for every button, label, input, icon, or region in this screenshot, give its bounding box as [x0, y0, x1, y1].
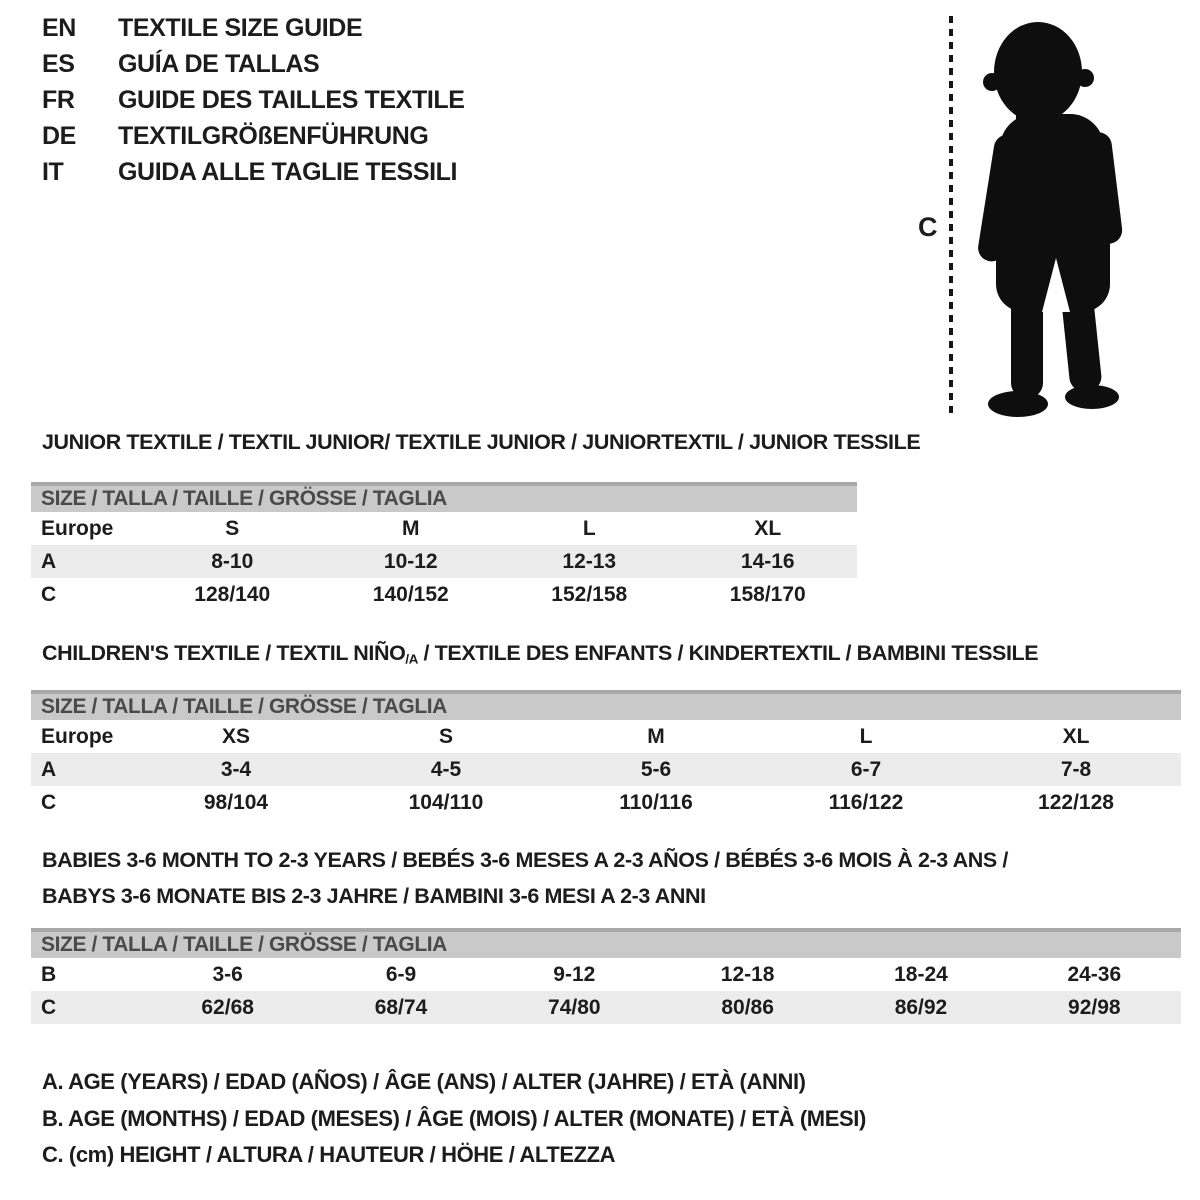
- language-code: IT: [42, 157, 64, 186]
- table-header-row: Europe XS S M L XL: [31, 720, 1181, 753]
- language-title: GUÍA DE TALLAS: [118, 49, 320, 78]
- language-code: EN: [42, 13, 76, 42]
- language-code: DE: [42, 121, 76, 150]
- size-band: SIZE / TALLA / TAILLE / GRÖSSE / TAGLIA: [31, 690, 1181, 720]
- cell: 14-16: [740, 549, 795, 573]
- cell: 4-5: [430, 757, 462, 781]
- column-header: XS: [221, 724, 250, 748]
- column-header: XL: [1062, 724, 1090, 748]
- size-band-label: SIZE / TALLA / TAILLE / GRÖSSE / TAGLIA: [41, 933, 447, 956]
- size-band: SIZE / TALLA / TAILLE / GRÖSSE / TAGLIA: [31, 482, 857, 512]
- language-title-block: EN TEXTILE SIZE GUIDE ES GUÍA DE TALLAS …: [42, 10, 465, 190]
- language-title: GUIDE DES TAILLES TEXTILE: [118, 85, 465, 114]
- cell: 12-13: [562, 549, 617, 573]
- column-header: M: [647, 724, 665, 748]
- cell: 8-10: [211, 549, 254, 573]
- cell: 152/158: [551, 582, 628, 606]
- table-header-row: Europe S M L XL: [31, 512, 857, 545]
- cell: 12-18: [720, 962, 775, 986]
- babies-section-heading: BABIES 3-6 MONTH TO 2-3 YEARS / BEBÉS 3-…: [42, 842, 1008, 914]
- legend-height-cm: C. (cm) HEIGHT / ALTURA / HAUTEUR / HÖHE…: [42, 1142, 616, 1167]
- column-header: L: [859, 724, 873, 748]
- cell: 9-12: [553, 962, 596, 986]
- column-header: S: [438, 724, 453, 748]
- size-band: SIZE / TALLA / TAILLE / GRÖSSE / TAGLIA: [31, 928, 1181, 958]
- row-label: B: [41, 962, 57, 986]
- row-label: C: [41, 790, 57, 814]
- language-code: FR: [42, 85, 75, 114]
- table-row-age: A 3-4 4-5 5-6 6-7 7-8: [31, 753, 1181, 786]
- cell: 128/140: [194, 582, 271, 606]
- row-label: C: [41, 995, 57, 1019]
- babies-heading-line2: BABYS 3-6 MONATE BIS 2-3 JAHRE / BAMBINI…: [42, 884, 706, 908]
- language-row: ES GUÍA DE TALLAS: [42, 46, 465, 82]
- table-row-age-months: B 3-6 6-9 9-12 12-18 18-24 24-36: [31, 958, 1181, 991]
- table-row-height: C 128/140 140/152 152/158 158/170: [31, 578, 857, 611]
- language-row: DE TEXTILGRÖßENFÜHRUNG: [42, 118, 465, 154]
- cell: 6-7: [850, 757, 882, 781]
- legend-age-years: A. AGE (YEARS) / EDAD (AÑOS) / ÂGE (ANS)…: [42, 1069, 806, 1094]
- cell: 74/80: [548, 995, 601, 1019]
- language-title: TEXTILE SIZE GUIDE: [118, 13, 363, 42]
- language-row: IT GUIDA ALLE TAGLIE TESSILI: [42, 154, 465, 190]
- row-label: Europe: [41, 516, 114, 540]
- height-dashed-line: [949, 16, 953, 416]
- baby-silhouette-icon: [978, 22, 1123, 417]
- table-row-age: A 8-10 10-12 12-13 14-16: [31, 545, 857, 578]
- language-title: TEXTILGRÖßENFÜHRUNG: [118, 121, 429, 150]
- row-label: Europe: [41, 724, 114, 748]
- cell: 110/116: [619, 790, 693, 814]
- children-size-table: SIZE / TALLA / TAILLE / GRÖSSE / TAGLIA …: [31, 690, 1181, 819]
- cell: 68/74: [374, 995, 428, 1019]
- cell: 62/68: [201, 995, 254, 1019]
- cell: 98/104: [203, 790, 269, 814]
- column-header: M: [402, 516, 420, 540]
- children-heading-subscript: /A: [405, 651, 418, 667]
- cell: 3-6: [212, 962, 243, 986]
- cell: 122/128: [1038, 790, 1114, 814]
- cell: 104/110: [408, 790, 484, 814]
- language-title: GUIDA ALLE TAGLIE TESSILI: [118, 157, 458, 186]
- language-row: FR GUIDE DES TAILLES TEXTILE: [42, 82, 465, 118]
- row-label: C: [41, 582, 57, 606]
- cell: 3-4: [220, 757, 252, 781]
- column-header: XL: [754, 516, 782, 540]
- cell: 80/86: [721, 995, 774, 1019]
- cell: 10-12: [383, 549, 438, 573]
- legend-age-months: B. AGE (MONTHS) / EDAD (MESES) / ÂGE (MO…: [42, 1106, 866, 1131]
- row-label: A: [41, 549, 57, 573]
- cell: 6-9: [385, 962, 417, 986]
- language-code: ES: [42, 49, 75, 78]
- language-row: EN TEXTILE SIZE GUIDE: [42, 10, 465, 46]
- children-heading-post: / TEXTILE DES ENFANTS / KINDERTEXTIL / B…: [417, 641, 1039, 665]
- cell: 86/92: [894, 995, 948, 1019]
- cell: 140/152: [372, 582, 449, 606]
- row-label: A: [41, 757, 57, 781]
- babies-size-table: SIZE / TALLA / TAILLE / GRÖSSE / TAGLIA …: [31, 928, 1181, 1024]
- children-section-heading: CHILDREN'S TEXTILE / TEXTIL NIÑO/A / TEX…: [42, 641, 1039, 667]
- children-heading-pre: CHILDREN'S TEXTILE / TEXTIL NIÑO: [42, 641, 406, 665]
- column-header: L: [582, 516, 596, 540]
- babies-heading-line1: BABIES 3-6 MONTH TO 2-3 YEARS / BEBÉS 3-…: [42, 848, 1008, 872]
- table-row-height: C 98/104 104/110 110/116 116/122 122/128: [31, 786, 1181, 819]
- cell: 92/98: [1068, 995, 1121, 1019]
- cell: 158/170: [729, 582, 806, 606]
- column-header: S: [225, 516, 240, 540]
- cell: 18-24: [894, 962, 948, 986]
- cell: 116/122: [828, 790, 904, 814]
- junior-size-table: SIZE / TALLA / TAILLE / GRÖSSE / TAGLIA …: [31, 482, 857, 611]
- size-band-label: SIZE / TALLA / TAILLE / GRÖSSE / TAGLIA: [41, 487, 447, 510]
- size-band-label: SIZE / TALLA / TAILLE / GRÖSSE / TAGLIA: [41, 695, 447, 718]
- height-measure-label: C: [918, 212, 938, 242]
- cell: 5-6: [640, 757, 672, 781]
- cell: 7-8: [1060, 757, 1092, 781]
- table-row-height: C 62/68 68/74 74/80 80/86 86/92 92/98: [31, 991, 1181, 1024]
- cell: 24-36: [1067, 962, 1122, 986]
- junior-section-heading: JUNIOR TEXTILE / TEXTIL JUNIOR/ TEXTILE …: [42, 430, 921, 454]
